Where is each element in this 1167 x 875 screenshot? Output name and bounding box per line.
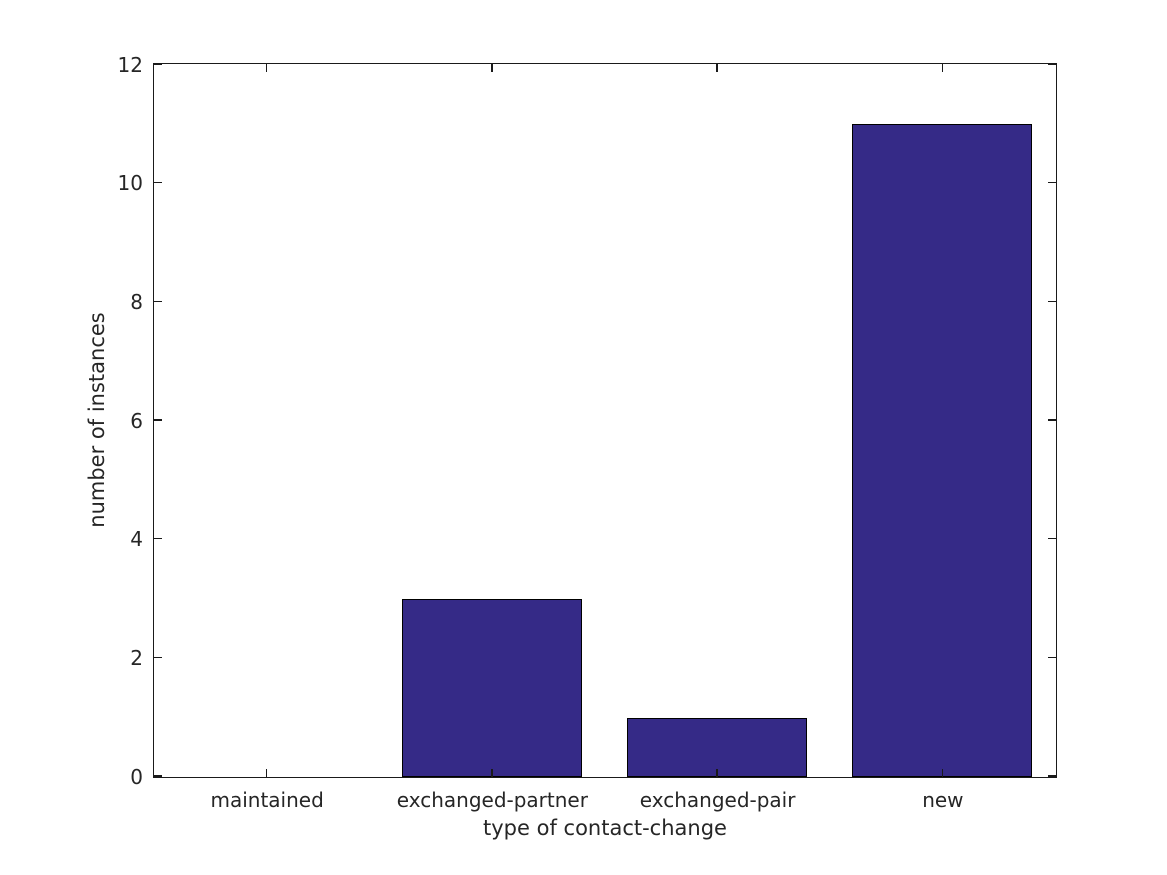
x-tick-bottom	[716, 769, 718, 777]
y-tick-right	[1048, 419, 1056, 421]
x-tick-label-exchanged-partner: exchanged-partner	[396, 788, 588, 812]
bar-exchanged-partner	[401, 599, 582, 777]
bar-exchanged-pair	[627, 717, 808, 777]
y-tick-label-4: 4	[130, 527, 143, 552]
y-tick-left	[154, 656, 162, 659]
x-axis-title: type of contact-change	[483, 816, 727, 840]
y-tick-right	[1048, 656, 1056, 659]
x-tick-bottom	[491, 769, 493, 777]
x-tick-top	[265, 64, 268, 72]
y-tick-label-12: 12	[117, 52, 143, 77]
x-tick-label-exchanged-pair: exchanged-pair	[639, 788, 796, 812]
y-tick-right	[1048, 181, 1056, 184]
y-tick-label-6: 6	[130, 408, 143, 433]
y-tick-left	[154, 181, 162, 184]
y-tick-label-2: 2	[130, 645, 143, 670]
x-tick-top	[716, 64, 718, 72]
y-tick-left	[154, 63, 162, 65]
y-tick-left	[154, 300, 162, 303]
y-tick-label-0: 0	[130, 764, 143, 789]
y-tick-right	[1048, 300, 1056, 303]
x-tick-label-new: new	[922, 788, 964, 812]
y-axis-title: number of instances	[85, 312, 109, 528]
y-tick-label-10: 10	[117, 171, 143, 196]
y-tick-label-8: 8	[130, 289, 143, 314]
x-tick-top	[491, 64, 493, 72]
y-tick-left	[154, 775, 162, 777]
x-tick-bottom	[941, 769, 944, 777]
bar-new	[852, 124, 1033, 777]
x-tick-bottom	[265, 769, 268, 777]
plot-area	[153, 63, 1057, 778]
y-tick-left	[154, 537, 162, 540]
y-tick-right	[1048, 775, 1056, 777]
y-tick-right	[1048, 537, 1056, 540]
y-tick-left	[154, 419, 162, 421]
x-tick-top	[941, 64, 944, 72]
y-tick-right	[1048, 63, 1056, 65]
x-tick-label-maintained: maintained	[210, 788, 324, 812]
